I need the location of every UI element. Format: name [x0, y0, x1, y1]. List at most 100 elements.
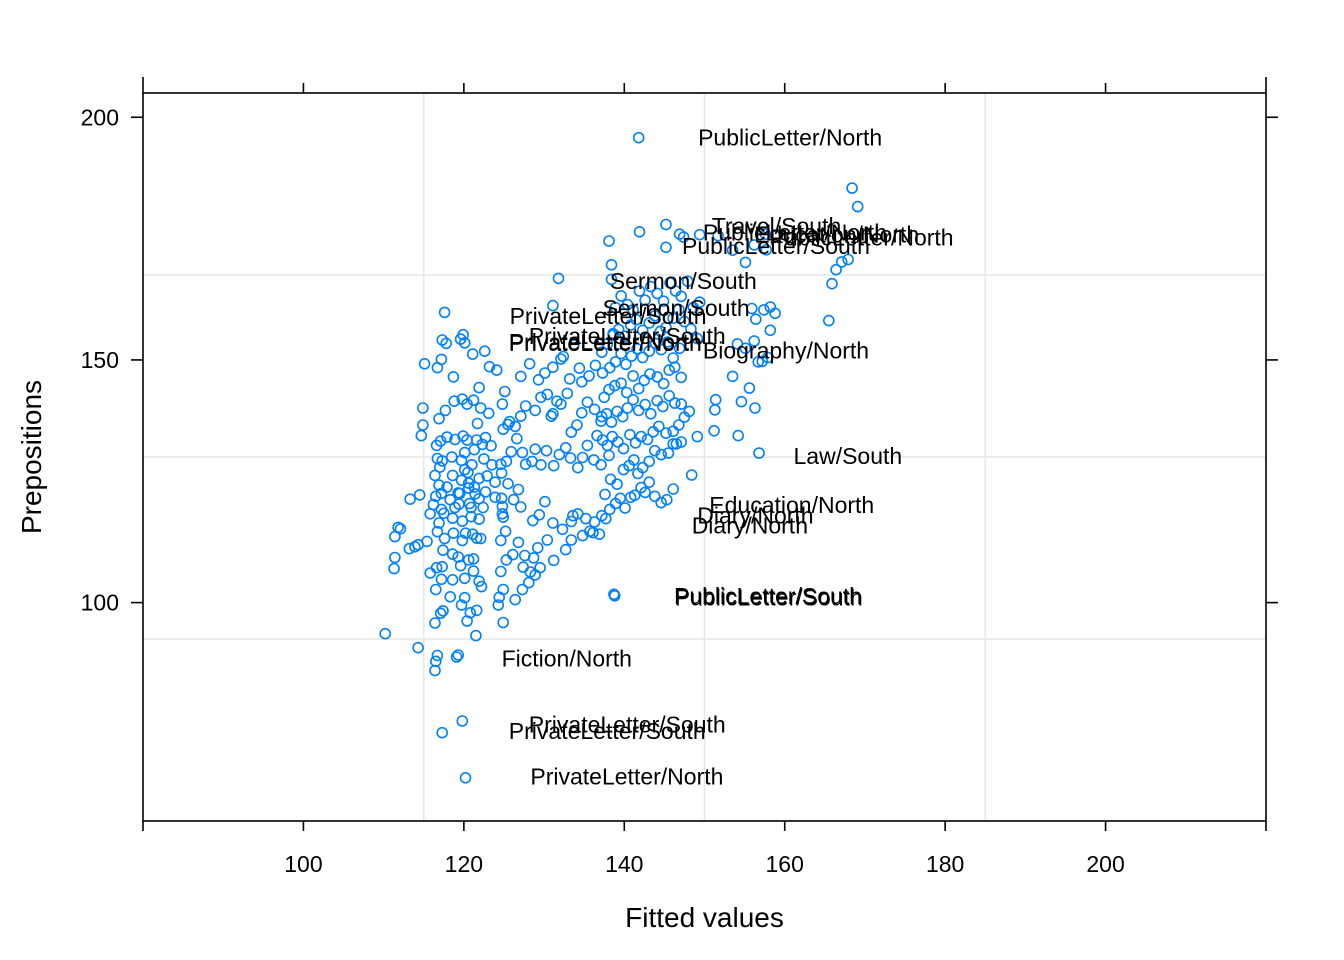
- data-point: [616, 410, 629, 423]
- data-point: [497, 616, 510, 629]
- data-point: [605, 273, 618, 286]
- data-point: [608, 379, 621, 392]
- data-point: [547, 407, 559, 420]
- data-point: [540, 444, 553, 457]
- data-point: [404, 493, 416, 506]
- data-point: [830, 263, 842, 276]
- data-point: [437, 605, 449, 617]
- data-point: [522, 576, 535, 589]
- data-point: [762, 351, 774, 364]
- data-point: [599, 488, 611, 501]
- data-point: [673, 342, 686, 355]
- data-point: [619, 330, 631, 343]
- data-point: [465, 501, 477, 514]
- point-label: Diary/North: [692, 512, 808, 538]
- data-point: [667, 352, 680, 364]
- data-point: [685, 469, 698, 481]
- data-point: [620, 386, 633, 399]
- data-point: [516, 446, 529, 459]
- data-point: [455, 474, 468, 487]
- data-point: [446, 469, 459, 482]
- data-point: [588, 403, 601, 416]
- point-label: Law/South: [794, 443, 903, 469]
- data-point: [494, 534, 507, 547]
- data-point: [643, 476, 656, 489]
- data-point: [433, 412, 445, 425]
- data-point: [502, 477, 514, 490]
- data-point: [571, 461, 584, 474]
- data-point: [603, 503, 616, 516]
- data-point: [470, 604, 483, 617]
- data-point: [456, 515, 469, 527]
- point-labels: PublicLetter/NorthTravel/SouthPublicLett…: [502, 125, 954, 790]
- data-point: [523, 357, 536, 370]
- data-point: [612, 323, 625, 336]
- data-point: [561, 387, 574, 400]
- data-point: [651, 287, 664, 300]
- data-point: [541, 534, 554, 546]
- data-point: [565, 426, 578, 439]
- data-point: [617, 442, 630, 455]
- data-point: [470, 629, 482, 642]
- data-point: [506, 548, 519, 561]
- data-point: [532, 373, 545, 386]
- y-axis: 100 150 200: [81, 104, 1278, 616]
- data-point: [490, 364, 503, 376]
- data-point: [436, 726, 449, 739]
- data-point: [467, 553, 480, 565]
- x-axis: 100 120 140 160 180 200: [142, 77, 1267, 877]
- data-point: [462, 482, 475, 494]
- x-tick-label: 160: [766, 851, 804, 877]
- point-label: PrivateLetter/South: [509, 718, 706, 744]
- data-point: [636, 324, 649, 337]
- data-point: [458, 572, 471, 585]
- data-point: [394, 522, 407, 535]
- data-point: [547, 299, 559, 312]
- data-point: [539, 367, 551, 379]
- x-tick-label: 100: [284, 851, 322, 877]
- data-point: [471, 417, 484, 430]
- data-point: [412, 641, 424, 654]
- data-point: [639, 294, 651, 307]
- data-point: [526, 514, 539, 527]
- data-point: [593, 528, 606, 541]
- data-point: [739, 256, 752, 269]
- point-label: PrivateLetter/South: [529, 323, 726, 349]
- data-point: [660, 218, 672, 231]
- data-point: [434, 607, 447, 620]
- data-point: [611, 478, 623, 491]
- data-point: [731, 338, 744, 350]
- data-point: [615, 347, 627, 360]
- point-label: Biography/North: [703, 338, 869, 364]
- data-point: [435, 503, 448, 516]
- data-point: [545, 410, 558, 423]
- data-point: [539, 495, 551, 508]
- data-point: [417, 402, 429, 414]
- data-point: [596, 367, 609, 379]
- data-point: [447, 371, 460, 383]
- point-label: PublicLetter/South: [682, 233, 870, 259]
- data-point: [456, 534, 469, 547]
- point-label: PublicLetter/North: [770, 225, 954, 251]
- data-point: [753, 447, 765, 459]
- data-point: [429, 490, 442, 503]
- point-label: Sermon/South: [603, 295, 750, 321]
- data-point: [660, 427, 672, 440]
- data-point: [531, 541, 544, 554]
- data-point: [655, 343, 668, 356]
- data-point: [547, 459, 560, 472]
- data-point: [615, 290, 627, 302]
- data-point: [624, 428, 636, 441]
- data-point: [507, 493, 520, 506]
- data-point: [555, 353, 567, 365]
- data-point: [485, 439, 497, 452]
- data-point: [512, 483, 525, 496]
- data-point: [424, 567, 437, 579]
- data-point: [489, 476, 501, 489]
- data-point: [459, 527, 472, 540]
- data-point: [660, 241, 672, 254]
- data-point: [435, 573, 448, 586]
- y-tick-label: 100: [81, 590, 119, 616]
- data-point: [555, 398, 567, 410]
- data-point: [477, 501, 489, 514]
